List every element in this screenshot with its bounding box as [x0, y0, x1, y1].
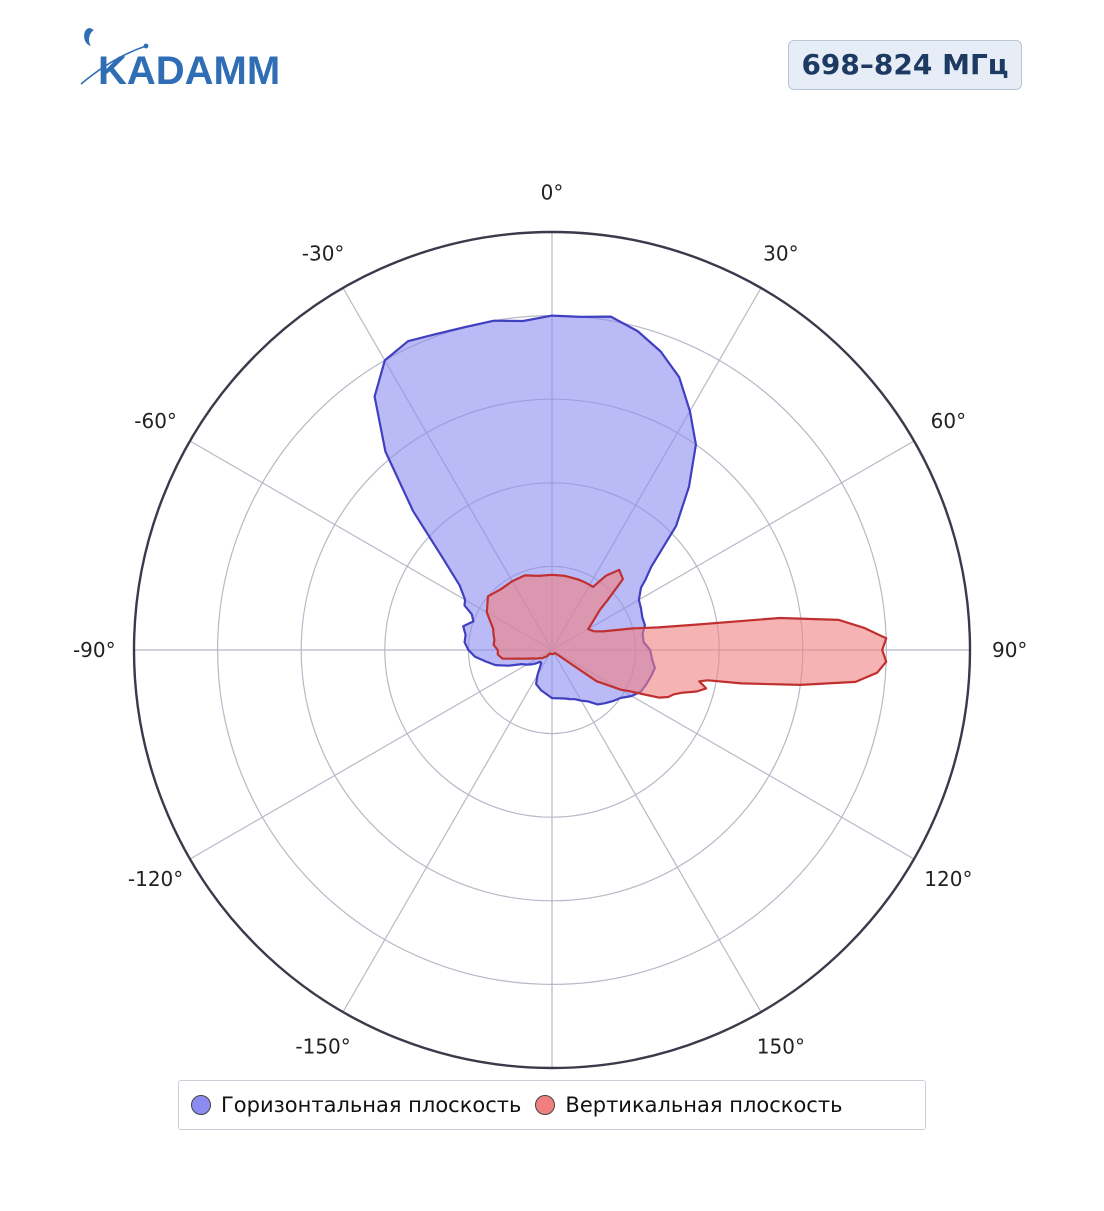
- outer-ring: [132, 230, 972, 1070]
- angle-tick-label: 90°: [992, 638, 1027, 662]
- legend-swatch-horizontal: [191, 1095, 211, 1115]
- angle-tick-label: -30°: [302, 242, 345, 266]
- angle-tick-label: 30°: [763, 242, 798, 266]
- angle-tick-label: -60°: [134, 409, 177, 433]
- grid-spoke: [342, 649, 553, 1013]
- angle-tick-label: -90°: [73, 638, 116, 662]
- frequency-band-badge: 698–824 МГц: [788, 40, 1022, 90]
- angle-tick-label: 0°: [541, 180, 564, 204]
- series-layer: [373, 314, 888, 706]
- legend-label-vertical: Вертикальная плоскость: [565, 1093, 843, 1117]
- grid-spoke: [551, 649, 762, 1013]
- angle-tick-label: -120°: [128, 867, 183, 891]
- logo-text: KADAMM: [98, 49, 280, 92]
- logo-mark-icon: [80, 28, 149, 85]
- kadamm-logo: KADAMM: [80, 28, 280, 92]
- legend-item-horizontal[interactable]: Горизонтальная плоскость: [191, 1093, 521, 1117]
- angle-tick-label: 150°: [757, 1034, 805, 1058]
- legend-swatch-vertical: [535, 1095, 556, 1115]
- legend-label-horizontal: Горизонтальная плоскость: [221, 1093, 522, 1117]
- angle-tick-label: 120°: [924, 867, 972, 891]
- grid-spoke: [189, 649, 553, 860]
- outer-ring-circle: [132, 230, 972, 1070]
- angle-tick-label: -150°: [295, 1034, 350, 1058]
- series-trace-vertical: [485, 568, 888, 699]
- angle-tick-label: 60°: [931, 409, 966, 433]
- chart-legend: Горизонтальная плоскость Вертикальная пл…: [178, 1080, 926, 1130]
- angle-tick-labels: 0° 30° 60° 90° 120° 150° -150° -120° -90° -60° -30…: [73, 180, 1027, 1058]
- legend-item-vertical[interactable]: Вертикальная плоскость: [535, 1093, 842, 1117]
